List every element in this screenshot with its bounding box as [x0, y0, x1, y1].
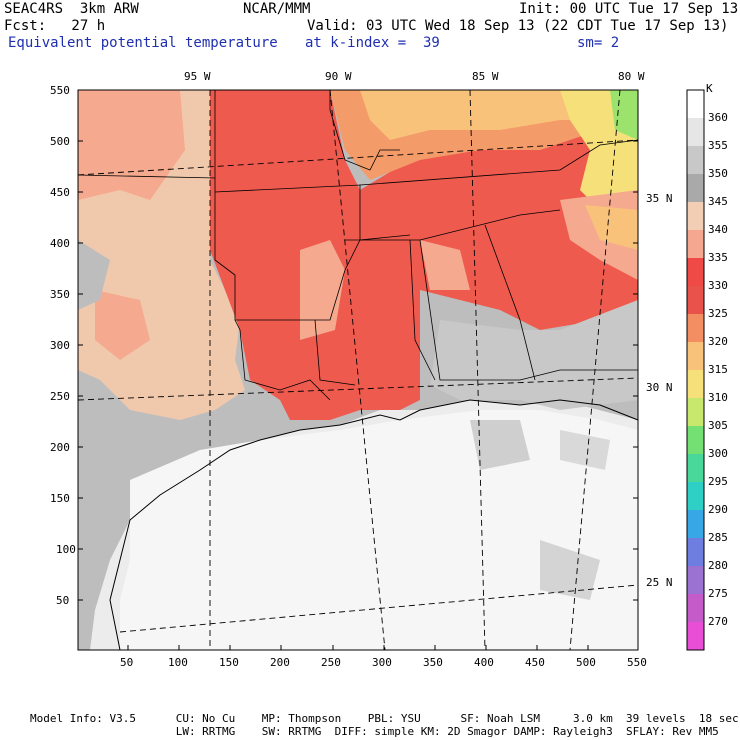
x-tick-label: 550 [627, 656, 647, 669]
colorbar-level-label: 285 [708, 531, 728, 544]
colorbar-level-label: 280 [708, 559, 728, 572]
y-tick-label: 100 [56, 543, 76, 556]
plot-frame [77, 89, 639, 651]
y-tick-label: 150 [50, 492, 70, 505]
colorbar-level-label: 300 [708, 447, 728, 460]
x-tick-label: 300 [372, 656, 392, 669]
x-tick-label: 100 [168, 656, 188, 669]
model-info-line1: Model Info: V3.5 CU: No Cu MP: Thompson … [30, 712, 739, 725]
forecast-hour: Fcst: 27 h [4, 18, 106, 34]
colorbar-level-label: 310 [708, 391, 728, 404]
model-title: SEAC4RS 3km ARW [4, 1, 139, 17]
colorbar-level-label: 340 [708, 223, 728, 236]
valid-time: Valid: 03 UTC Wed 18 Sep 13 (22 CDT Tue … [307, 18, 729, 34]
colorbar-level-label: 315 [708, 363, 728, 376]
latitude-label: 30 N [646, 381, 673, 394]
latitude-label: 35 N [646, 192, 673, 205]
x-tick-label: 250 [321, 656, 341, 669]
y-tick-label: 500 [50, 135, 70, 148]
y-tick-label: 250 [50, 390, 70, 403]
colorbar-level-label: 360 [708, 111, 728, 124]
longitude-label: 95 W [184, 70, 211, 83]
y-tick-label: 350 [50, 288, 70, 301]
longitude-label: 85 W [472, 70, 499, 83]
field-name: Equivalent potential temperature [8, 35, 278, 51]
y-tick-label: 450 [50, 186, 70, 199]
x-tick-label: 500 [576, 656, 596, 669]
institution-label: NCAR/MMM [243, 1, 311, 17]
x-tick-label: 350 [423, 656, 443, 669]
colorbar-level-label: 320 [708, 335, 728, 348]
colorbar-level-label: 290 [708, 503, 728, 516]
model-info-line2: LW: RRTMG SW: RRTMG DIFF: simple KM: 2D … [30, 725, 719, 738]
latitude-label: 25 N [646, 576, 673, 589]
k-index-label: at k-index = 39 [305, 35, 440, 51]
longitude-label: 90 W [325, 70, 352, 83]
colorbar-level-label: 335 [708, 251, 728, 264]
smoothing-label: sm= 2 [577, 35, 620, 51]
x-tick-label: 400 [474, 656, 494, 669]
theta-e-field [78, 90, 638, 650]
colorbar-unit: K [706, 82, 713, 95]
y-tick-label: 200 [50, 441, 70, 454]
x-tick-label: 150 [219, 656, 239, 669]
colorbar-level-label: 355 [708, 139, 728, 152]
x-tick-label: 200 [270, 656, 290, 669]
y-tick-label: 50 [56, 594, 70, 607]
colorbar-level-label: 295 [708, 475, 728, 488]
init-time: Init: 00 UTC Tue 17 Sep 13 [519, 1, 739, 17]
colorbar-level-label: 330 [708, 279, 728, 292]
colorbar-level-label: 270 [708, 615, 728, 628]
longitude-label: 80 W [618, 70, 645, 83]
colorbar-level-label: 325 [708, 307, 728, 320]
colorbar-level-label: 275 [708, 587, 728, 600]
colorbar-level-label: 345 [708, 195, 728, 208]
y-tick-label: 400 [50, 237, 70, 250]
y-tick-label: 550 [50, 84, 70, 97]
colorbar-level-label: 350 [708, 167, 728, 180]
colorbar-level-label: 305 [708, 419, 728, 432]
x-tick-label: 450 [525, 656, 545, 669]
y-tick-label: 300 [50, 339, 70, 352]
x-tick-label: 50 [120, 656, 134, 669]
